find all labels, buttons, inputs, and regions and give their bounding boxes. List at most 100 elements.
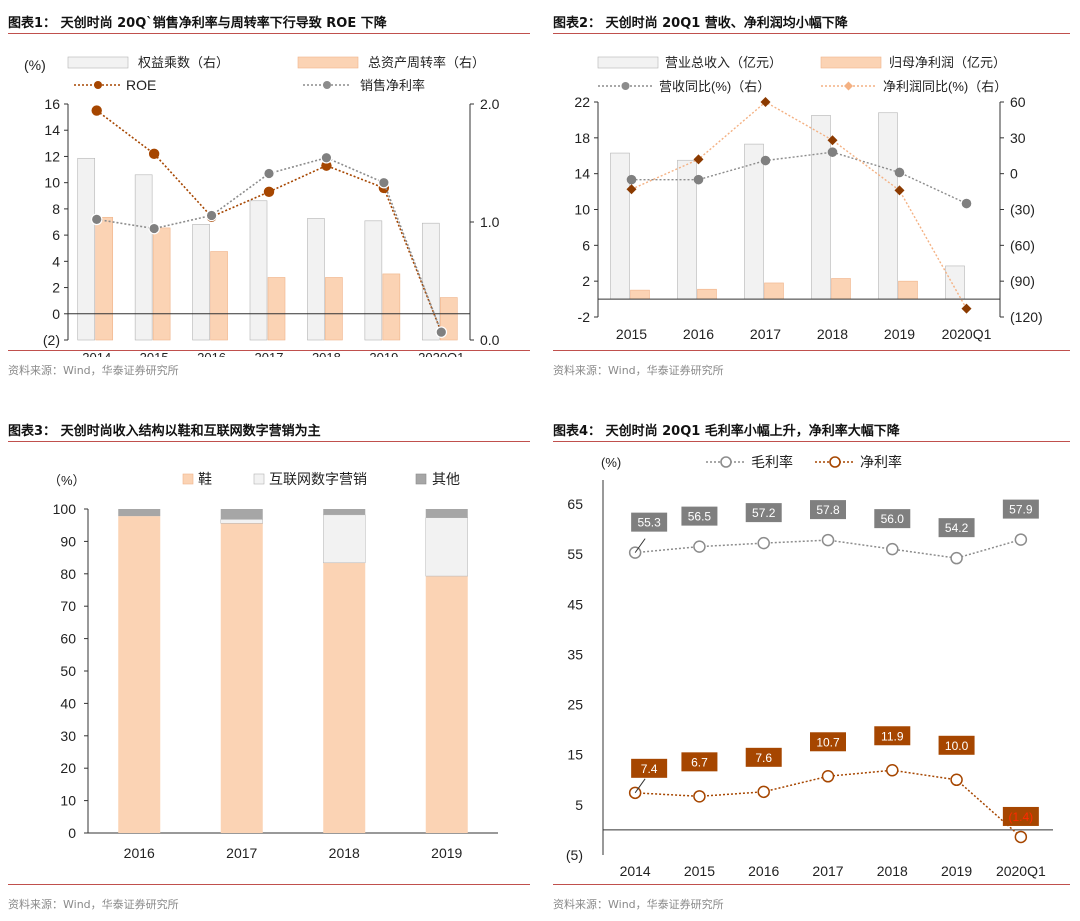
data-point-profit-yoy bbox=[827, 135, 838, 146]
data-label-box-net-margin bbox=[874, 726, 911, 746]
y-tick-label-left: (2) bbox=[43, 332, 60, 348]
data-point-revenue-yoy bbox=[626, 174, 637, 185]
figure-2-chart: 营业总收入（亿元） 归母净利润（亿元） 营收同比(%)（右） 净利润同比(%)（右） 2… bbox=[574, 55, 1043, 342]
y-tick-label-left: 2 bbox=[52, 280, 60, 296]
data-point-gross-margin bbox=[693, 540, 706, 553]
bar-equity-multiplier bbox=[307, 218, 325, 341]
data-point-net-margin bbox=[628, 786, 642, 800]
figure-2-title: 图表2： 天创时尚 20Q1 营收、净利润均小幅下降 bbox=[553, 16, 848, 31]
legend-label-net-profit: 归母净利润（亿元） bbox=[889, 55, 1006, 70]
y-tick-label-left: 16 bbox=[44, 96, 60, 112]
y-tick-label-left: 14 bbox=[44, 122, 60, 138]
data-point-net-margin bbox=[263, 167, 275, 180]
y-tick-label: 90 bbox=[60, 533, 76, 549]
bar-segment-other bbox=[323, 509, 366, 515]
x-tick-label: 2018 bbox=[312, 350, 341, 357]
y-axis-unit-label: (%) bbox=[24, 57, 46, 73]
data-label-box-gross-margin bbox=[874, 509, 911, 529]
data-label-gross-margin: 57.8 bbox=[816, 503, 840, 517]
bar-segment-shoes bbox=[425, 576, 468, 833]
data-point-profit-yoy bbox=[693, 154, 704, 165]
x-tick-label: 2014 bbox=[620, 863, 651, 879]
data-point-gross-margin bbox=[757, 536, 770, 550]
bar-net-profit bbox=[764, 282, 784, 300]
bar-segment-digital-marketing bbox=[220, 519, 263, 524]
x-tick-label: 2019 bbox=[941, 863, 972, 879]
bar-segment-shoes bbox=[118, 516, 161, 833]
x-tick-label: 2020Q1 bbox=[418, 350, 464, 357]
data-point-net-margin bbox=[1014, 830, 1028, 844]
y-tick-label: 5 bbox=[575, 797, 583, 813]
y-tick-label-left: 6 bbox=[52, 227, 60, 243]
data-label-net-margin: 10.7 bbox=[816, 735, 840, 749]
legend-net-margin-marker bbox=[323, 81, 331, 89]
bar-asset-turnover bbox=[267, 277, 286, 341]
bar-asset-turnover bbox=[210, 251, 228, 341]
data-label-box-net-margin bbox=[810, 732, 846, 752]
data-label-box-net-margin bbox=[631, 758, 668, 778]
y-tick-label: 65 bbox=[567, 496, 583, 512]
y-tick-label: 60 bbox=[60, 631, 76, 647]
data-point-net-margin bbox=[757, 785, 770, 799]
y-tick-label-left: 18 bbox=[574, 130, 590, 146]
y-tick-label-right: (120) bbox=[1010, 309, 1043, 325]
bar-equity-multiplier bbox=[364, 220, 383, 341]
x-tick-label: 2018 bbox=[329, 845, 360, 861]
legend-swatch-equity-multiplier bbox=[67, 56, 129, 69]
legend-swatch-net-profit bbox=[820, 56, 882, 69]
data-label-net-margin: (1.4) bbox=[1009, 810, 1034, 824]
y-tick-label: 45 bbox=[567, 596, 583, 612]
figure-4-chart: (%) 毛利率 净利率 65 55 45 35 25 15 5 (5) 2014 2015 2016 201… bbox=[566, 454, 1053, 879]
data-point-revenue-yoy bbox=[693, 174, 704, 185]
bar-segment-shoes bbox=[220, 523, 263, 833]
bar-segment-digital-marketing bbox=[323, 514, 366, 564]
bar-net-profit bbox=[898, 280, 918, 300]
data-point-net-margin bbox=[950, 773, 963, 787]
x-tick-label: 2015 bbox=[140, 350, 169, 357]
data-point-net-margin bbox=[205, 209, 218, 222]
data-point-net-margin bbox=[148, 222, 160, 235]
data-point-roe bbox=[148, 148, 160, 160]
x-tick-label: 2016 bbox=[748, 863, 779, 879]
y-tick-label: 25 bbox=[567, 697, 583, 713]
figure-3-chart: （%）鞋互联网数字营销 其他10090807060504030201002016 2… bbox=[48, 471, 498, 861]
x-tick-label: 2020Q1 bbox=[996, 863, 1046, 879]
y-axis-unit-label: （%） bbox=[48, 473, 86, 488]
y-tick-label: 50 bbox=[60, 663, 76, 679]
data-label-gross-margin: 56.0 bbox=[881, 512, 905, 526]
figure-4-title: 图表4： 天创时尚 20Q1 毛利率小幅上升，净利率大幅下降 bbox=[553, 424, 900, 439]
figure-1: 图表1： 天创时尚 20Q`销售净利率与周转率下行导致 ROE 下降 权益乘数（… bbox=[8, 12, 530, 382]
bar-segment-shoes bbox=[323, 562, 366, 833]
figure-3-bottom-rule bbox=[8, 884, 530, 885]
data-point-gross-margin bbox=[821, 533, 835, 547]
x-tick-label: 2015 bbox=[616, 326, 647, 342]
data-point-revenue-yoy bbox=[894, 167, 905, 178]
data-label-net-margin: 6.7 bbox=[691, 755, 708, 769]
data-label-gross-margin: 54.2 bbox=[945, 521, 969, 535]
y-tick-label-left: 22 bbox=[574, 94, 590, 110]
data-point-profit-yoy bbox=[626, 184, 637, 195]
y-tick-label-right: 1.0 bbox=[480, 214, 500, 230]
figure-2-source: 资料来源：Wind，华泰证券研究所 bbox=[553, 364, 724, 377]
y-tick-label-left: 10 bbox=[574, 202, 590, 218]
x-tick-label: 2015 bbox=[684, 863, 715, 879]
y-tick-label-left: 10 bbox=[44, 175, 60, 191]
data-label-gross-margin: 57.9 bbox=[1009, 503, 1033, 517]
y-tick-label-left: 0 bbox=[52, 306, 60, 322]
data-point-revenue-yoy bbox=[760, 155, 771, 166]
figure-3-source: 资料来源：Wind，华泰证券研究所 bbox=[8, 898, 179, 911]
y-tick-label-left: 6 bbox=[582, 237, 590, 253]
y-tick-label: 20 bbox=[60, 760, 76, 776]
bar-segment-other bbox=[220, 509, 263, 520]
legend-gross-margin-marker bbox=[720, 456, 732, 468]
data-label-box-net-margin bbox=[938, 735, 975, 755]
legend-label-roe: ROE bbox=[126, 77, 156, 93]
y-tick-label-right: (30) bbox=[1010, 202, 1035, 218]
x-tick-label: 2017 bbox=[750, 326, 781, 342]
data-point-revenue-yoy bbox=[827, 147, 838, 157]
y-tick-label: (5) bbox=[566, 847, 583, 863]
x-tick-label: 2019 bbox=[369, 350, 398, 357]
y-tick-label-left: 14 bbox=[574, 166, 590, 182]
bar-asset-turnover bbox=[325, 277, 343, 341]
legend-label-other: 其他 bbox=[432, 471, 460, 487]
